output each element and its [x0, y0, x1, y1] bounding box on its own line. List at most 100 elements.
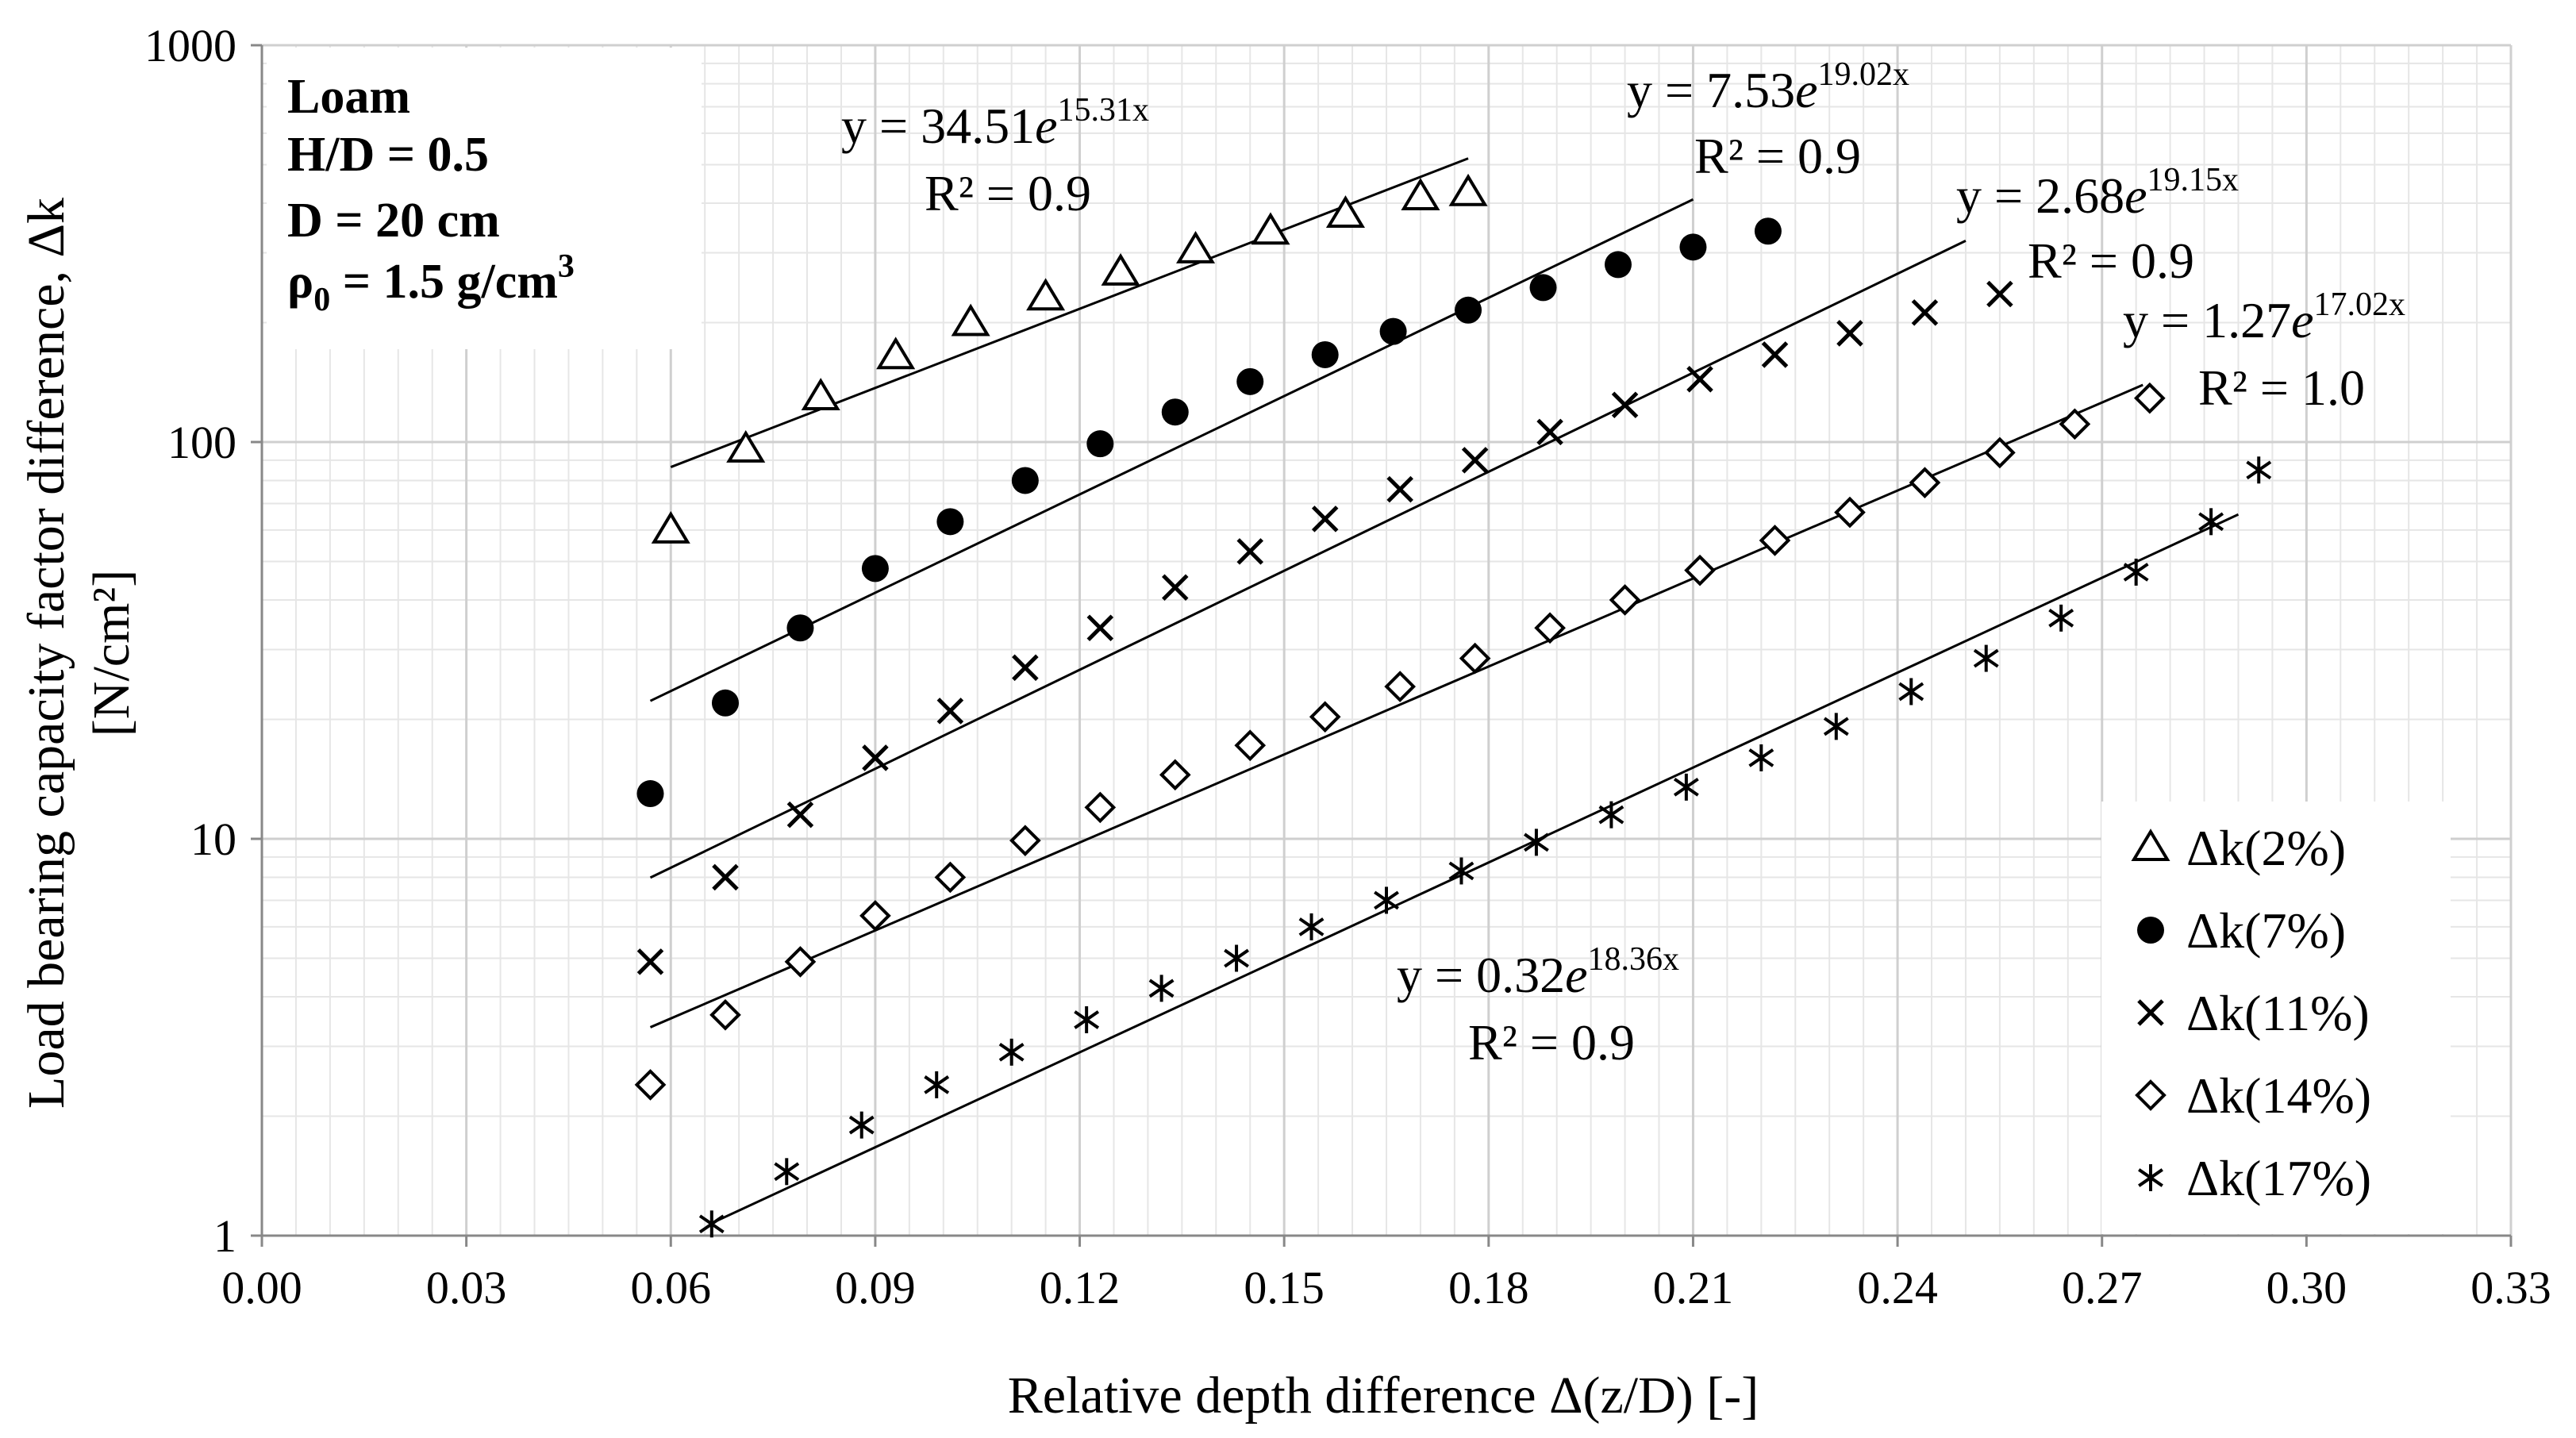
data-point-triangle: [1401, 178, 1440, 210]
trendline-5: [711, 513, 2240, 1225]
info-box-background: [267, 48, 702, 349]
data-point-triangle: [876, 336, 916, 370]
legend-marker-diamond: [2135, 1079, 2167, 1111]
x-tick-label: 0.24: [1857, 1262, 1938, 1313]
trend-equations: y = 34.51e15.31x R² = 0.9 y = 7.53e19.02x R…: [841, 56, 2405, 1071]
r-squared-2: R² = 0.9: [1694, 128, 1861, 184]
data-point-asterisk: [848, 1111, 875, 1139]
r-squared-3: R² = 0.9: [2028, 233, 2194, 289]
y-axis-title-line1: Load bearing capacity factor difference,…: [17, 198, 75, 1109]
marker-stroke: [1448, 861, 1474, 881]
marker-stroke: [1162, 574, 1189, 602]
data-point-triangle: [1251, 212, 1290, 245]
data-point-triangle: [1176, 230, 1216, 263]
data-point-diamond: [1534, 612, 1566, 644]
info-density: ρ0 = 1.5 g/cm3: [287, 248, 575, 318]
marker-stroke: [1973, 648, 1999, 668]
y-tick-label: 100: [167, 417, 236, 468]
marker-stroke: [1074, 1010, 1100, 1029]
data-point-asterisk: [1374, 886, 1399, 914]
x-tick-label: 0.09: [835, 1262, 916, 1313]
x-tick-label: 0.03: [426, 1262, 507, 1313]
data-point-triangle: [1448, 173, 1488, 206]
trendline-1: [670, 157, 1469, 468]
marker-stroke: [1536, 418, 1563, 446]
data-point-asterisk: [1823, 713, 1849, 740]
data-point-asterisk: [998, 1038, 1025, 1066]
data-point-diamond: [634, 1069, 667, 1101]
data-point-diamond: [1384, 671, 1417, 702]
data-point-diamond: [1759, 525, 1791, 556]
data-point-asterisk: [2123, 558, 2149, 586]
marker-stroke: [1611, 391, 1639, 419]
data-point-asterisk: [1748, 744, 1774, 771]
marker-stroke: [1311, 506, 1339, 533]
y-axis-title-line2: [N/cm²]: [83, 570, 140, 736]
data-point-x: [1386, 475, 1413, 503]
x-tick-label: 0.15: [1244, 1262, 1325, 1313]
marker-stroke: [698, 1214, 725, 1234]
data-point-diamond: [2134, 382, 2166, 414]
data-point-x: [1461, 447, 1489, 474]
data-point-triangle: [951, 303, 990, 336]
data-point-diamond: [1984, 436, 2016, 469]
marker-stroke: [1686, 366, 1713, 393]
data-point-diamond: [2059, 408, 2091, 440]
y-tick-label: 1: [213, 1210, 236, 1262]
legend-label: Δk(7%): [2186, 902, 2346, 959]
data-point-x: [1761, 341, 1789, 368]
y-tick-label: 1000: [144, 20, 236, 71]
trendline-4: [649, 383, 2143, 1029]
trendline-2: [649, 198, 1694, 702]
data-point-diamond: [1234, 729, 1267, 762]
marker-stroke: [1898, 682, 1924, 702]
data-point-circle: [786, 614, 814, 642]
marker-stroke: [2138, 1168, 2163, 1187]
trendlines: [649, 157, 2240, 1225]
marker-stroke: [1298, 917, 1325, 936]
x-tick-label: 0.18: [1448, 1262, 1529, 1313]
marker-stroke: [1761, 341, 1789, 368]
marker-stroke: [1524, 832, 1549, 852]
data-point-circle: [1011, 467, 1039, 494]
marker-stroke: [2123, 563, 2149, 582]
data-point-triangle: [1101, 253, 1140, 286]
data-point-circle: [1455, 296, 1482, 324]
data-point-asterisk: [1673, 773, 1699, 801]
legend-label: Δk(14%): [2186, 1067, 2371, 1124]
marker-stroke: [1224, 948, 1249, 968]
legend-marker-circle: [2137, 917, 2164, 944]
marker-stroke: [786, 801, 814, 829]
data-point-asterisk: [2246, 456, 2272, 484]
info-hd: H/D = 0.5: [287, 128, 489, 182]
legend-marker-x: [2137, 999, 2164, 1026]
data-point-triangle: [1325, 195, 1366, 228]
data-point-circle: [936, 508, 964, 536]
data-point-x: [1236, 538, 1264, 565]
data-point-circle: [1679, 233, 1707, 261]
marker-stroke: [712, 863, 739, 891]
trend-equation-2: y = 7.53e19.02x: [1627, 56, 1909, 118]
data-point-circle: [1236, 367, 1264, 395]
x-tick-label: 0.12: [1040, 1262, 1121, 1313]
data-point-x: [1536, 418, 1563, 446]
data-point-asterisk: [774, 1158, 800, 1186]
data-point-x: [636, 948, 664, 975]
data-point-x: [786, 801, 814, 829]
r-squared-5: R² = 0.9: [1468, 1014, 1635, 1071]
marker-stroke: [774, 1162, 800, 1182]
x-tick-label: 0.06: [631, 1262, 712, 1313]
x-tick-label: 0.30: [2266, 1262, 2347, 1313]
data-point-x: [1986, 280, 2013, 308]
marker-stroke: [1823, 717, 1849, 736]
data-points: [634, 173, 2272, 1238]
legend-label: Δk(2%): [2186, 820, 2346, 876]
data-point-circle: [1604, 251, 1632, 279]
data-point-diamond: [1609, 584, 1641, 616]
trend-equation-3: y = 2.68e19.15x: [1956, 162, 2239, 224]
info-diameter: D = 20 cm: [287, 194, 500, 248]
data-point-x: [1611, 391, 1639, 419]
data-point-asterisk: [1298, 913, 1325, 940]
marker-stroke: [1461, 447, 1489, 474]
